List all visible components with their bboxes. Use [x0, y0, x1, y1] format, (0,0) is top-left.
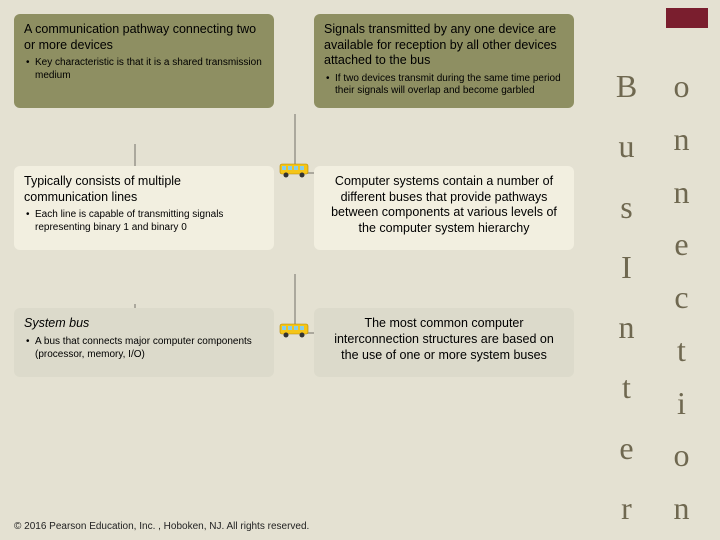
- sidebar-letter: I: [604, 251, 649, 283]
- sidebar-letter: e: [659, 228, 704, 260]
- box-mid-left: Typically consists of multiple communica…: [14, 166, 274, 251]
- sidebar-col-2: o n n e c t i o n: [659, 70, 704, 524]
- sidebar-letter: n: [659, 492, 704, 524]
- sidebar-letter: s: [604, 191, 649, 223]
- box-title: A communication pathway connecting two o…: [24, 22, 264, 53]
- box-bullet: Each line is capable of transmitting sig…: [26, 209, 264, 234]
- row-1: A communication pathway connecting two o…: [14, 14, 574, 108]
- box-bullet: A bus that connects major computer compo…: [26, 336, 264, 361]
- box-title: System bus: [24, 316, 264, 332]
- bus-icon: [278, 160, 312, 180]
- bus-icon: [278, 320, 312, 340]
- box-bot-right: The most common computer interconnection…: [314, 308, 574, 377]
- sidebar-letter: u: [604, 130, 649, 162]
- sidebar-col-1: B u s I n t e r: [604, 70, 649, 524]
- box-mid-right: Computer systems contain a number of dif…: [314, 166, 574, 251]
- box-title: The most common computer interconnection…: [324, 316, 564, 363]
- sidebar-letter: e: [604, 432, 649, 464]
- diagram-content: A communication pathway connecting two o…: [14, 14, 574, 395]
- sidebar-letter: n: [604, 311, 649, 343]
- sidebar-letter: o: [659, 439, 704, 471]
- corner-accent: [666, 8, 708, 28]
- sidebar-letter: r: [604, 492, 649, 524]
- box-title: Signals transmitted by any one device ar…: [324, 22, 564, 69]
- box-top-right: Signals transmitted by any one device ar…: [314, 14, 574, 108]
- box-bullet: If two devices transmit during the same …: [326, 73, 564, 98]
- sidebar-letter: o: [659, 70, 704, 102]
- copyright-footer: © 2016 Pearson Education, Inc. , Hoboken…: [14, 521, 309, 532]
- sidebar-letter: B: [604, 70, 649, 102]
- box-top-left: A communication pathway connecting two o…: [14, 14, 274, 108]
- sidebar-vertical-title: B u s I n t e r o n n e c t i o n: [604, 70, 704, 524]
- sidebar-letter: t: [604, 371, 649, 403]
- sidebar-letter: c: [659, 281, 704, 313]
- box-title: Typically consists of multiple communica…: [24, 174, 264, 205]
- sidebar-letter: n: [659, 123, 704, 155]
- sidebar-letter: n: [659, 176, 704, 208]
- box-title: Computer systems contain a number of dif…: [324, 174, 564, 237]
- sidebar-letter: t: [659, 334, 704, 366]
- box-bot-left: System bus A bus that connects major com…: [14, 308, 274, 377]
- sidebar-letter: i: [659, 387, 704, 419]
- box-bullet: Key characteristic is that it is a share…: [26, 57, 264, 82]
